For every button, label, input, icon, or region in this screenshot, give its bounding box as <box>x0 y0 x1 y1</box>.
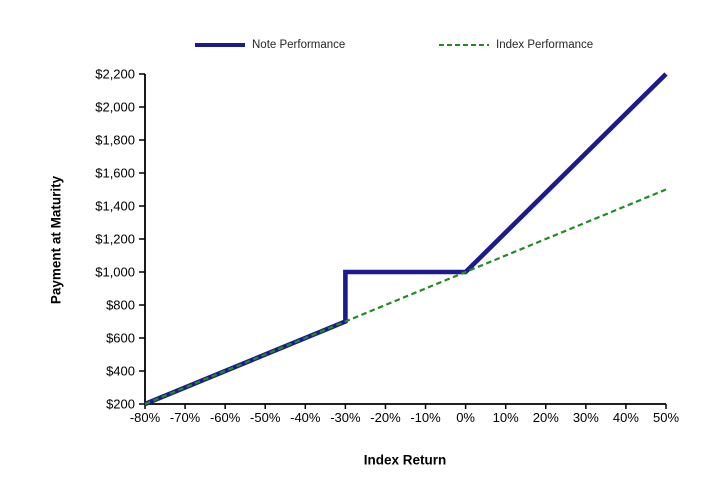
y-tick-label: $1,000 <box>95 265 135 280</box>
series-line-index-performance <box>144 188 667 406</box>
y-tick-label: $2,200 <box>95 67 135 82</box>
x-tick-label: 40% <box>613 410 639 425</box>
x-tick-label: -10% <box>410 410 441 425</box>
legend-item-note-performance: Note Performance <box>195 38 345 52</box>
x-tick-label: 30% <box>573 410 599 425</box>
y-tick-label: $1,200 <box>95 232 135 247</box>
index-performance-line-sample <box>439 44 489 46</box>
y-tick-label: $1,400 <box>95 199 135 214</box>
legend-label-index-performance: Index Performance <box>496 39 594 51</box>
x-tick-label: -50% <box>250 410 281 425</box>
x-axis-title: Index Return <box>363 452 447 468</box>
x-tick-label: -70% <box>170 410 201 425</box>
series-line-note-performance <box>144 72 668 407</box>
y-tick-label: $600 <box>106 331 135 346</box>
y-tick-label: $800 <box>106 298 135 313</box>
x-tick-label: -60% <box>210 410 241 425</box>
y-tick-label: $200 <box>106 397 135 412</box>
x-tick-label: 20% <box>533 410 559 425</box>
x-tick-label: -20% <box>370 410 401 425</box>
x-tick-label: 50% <box>653 410 679 425</box>
note-performance-line-sample <box>195 43 245 47</box>
legend-label-note-performance: Note Performance <box>252 39 346 51</box>
x-tick-label: -40% <box>290 410 321 425</box>
x-tick-label: 0% <box>456 410 475 425</box>
x-tick-label: 10% <box>493 410 519 425</box>
y-tick-label: $400 <box>106 364 135 379</box>
y-tick-label: $2,000 <box>95 100 135 115</box>
x-tick-label: -80% <box>130 410 161 425</box>
legend-item-index-performance: Index Performance <box>439 38 593 52</box>
x-tick-label: -30% <box>330 410 361 425</box>
y-tick-label: $1,600 <box>95 166 135 181</box>
y-tick-label: $1,800 <box>95 133 135 148</box>
